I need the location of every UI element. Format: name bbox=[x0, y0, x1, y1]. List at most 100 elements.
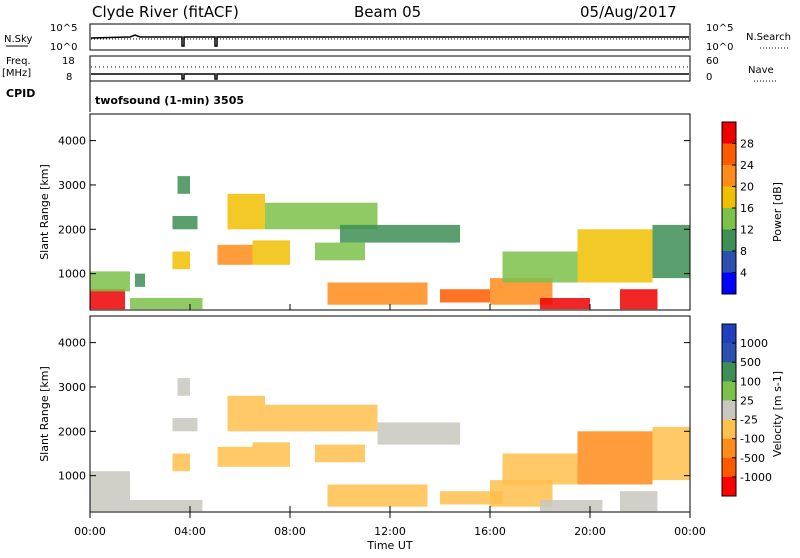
power-ytick-label-3: 4000 bbox=[58, 135, 86, 148]
power-colorbar-swatch-6 bbox=[722, 251, 736, 273]
velocity-colorbar-swatch-8 bbox=[722, 476, 736, 497]
station-title: Clyde River (fitACF) bbox=[92, 3, 239, 21]
time-axis: 00:00 04:00 08:00 12:00 16:00 20:00 00:00 bbox=[74, 512, 706, 538]
velocity-patch-5 bbox=[217, 446, 253, 467]
power-cbar-tick-label-5: 24 bbox=[740, 159, 754, 172]
velocity-cbar-tick-label-1: 500 bbox=[740, 356, 761, 369]
cpid-text: twofsound (1-min) 3505 bbox=[95, 94, 244, 107]
nsky-trace bbox=[90, 34, 689, 47]
velocity-patch-6 bbox=[227, 395, 265, 432]
power-patch-7 bbox=[217, 244, 253, 265]
power-patch-2 bbox=[130, 298, 203, 310]
power-data-layer bbox=[90, 176, 690, 310]
velocity-colorbar-swatch-6 bbox=[722, 438, 736, 459]
velocity-colorbar-frame bbox=[721, 323, 737, 497]
velocity-patch-0 bbox=[90, 471, 130, 512]
time-tick-label-5: 20:00 bbox=[574, 525, 606, 538]
velocity-colorbar-swatch-3 bbox=[722, 381, 736, 401]
power-patch-3 bbox=[135, 273, 145, 287]
power-colorbar-swatch-2 bbox=[722, 165, 736, 187]
nsearch-label: N.Search bbox=[746, 32, 791, 43]
freq-tick-high: 18 bbox=[62, 56, 75, 67]
velocity-patch-12 bbox=[440, 491, 503, 505]
velocity-patch-9 bbox=[315, 444, 365, 463]
freq-trace bbox=[91, 73, 689, 80]
power-cbar-tick-label-2: 12 bbox=[740, 224, 754, 237]
velocity-ylabel: Slant Range [km] bbox=[38, 366, 51, 462]
time-tick-label-1: 04:00 bbox=[174, 525, 206, 538]
velocity-colorbar-swatch-7 bbox=[722, 457, 736, 478]
power-patch-6 bbox=[177, 176, 190, 194]
freq-panel bbox=[89, 55, 691, 82]
power-ytick-label-1: 2000 bbox=[58, 223, 86, 236]
power-patch-17 bbox=[540, 298, 590, 310]
power-patch-11 bbox=[315, 242, 365, 261]
velocity-ytick-label-0: 1000 bbox=[58, 470, 86, 483]
velocity-cbar-tick-label-5: -100 bbox=[740, 433, 765, 446]
power-patch-5 bbox=[172, 216, 198, 230]
power-colorbar-swatch-4 bbox=[722, 208, 736, 230]
power-cbar-tick-label-6: 28 bbox=[740, 138, 754, 151]
velocity-colorbar-swatch-1 bbox=[722, 343, 736, 363]
nsearch-tick-high: 10^5 bbox=[706, 23, 733, 34]
velocity-patch-15 bbox=[540, 500, 603, 512]
power-patch-13 bbox=[327, 282, 428, 305]
velocity-colorbar-swatch-5 bbox=[722, 419, 736, 440]
cpid-label: CPID bbox=[6, 87, 35, 100]
freq-label-2: [MHz] bbox=[2, 68, 31, 79]
velocity-patch-18 bbox=[652, 426, 690, 481]
power-patch-0 bbox=[90, 289, 125, 310]
power-colorbar-swatch-1 bbox=[722, 143, 736, 166]
power-cbar-tick-label-4: 20 bbox=[740, 181, 754, 194]
nsky-tick-high: 10^5 bbox=[50, 23, 77, 34]
power-patch-8 bbox=[227, 193, 265, 230]
nave-label: Nave bbox=[748, 65, 774, 76]
power-ytick-label-0: 1000 bbox=[58, 268, 86, 281]
power-patch-10 bbox=[265, 202, 378, 230]
power-cbar-tick-label-1: 8 bbox=[740, 245, 747, 258]
power-axis: 1000 2000 3000 4000 bbox=[58, 135, 691, 310]
velocity-ytick-label-3: 4000 bbox=[58, 337, 86, 350]
velocity-cbar-tick-label-0: 1000 bbox=[740, 337, 768, 350]
velocity-colorbar-swatch-0 bbox=[722, 324, 736, 344]
velocity-cbar-tick-label-2: 100 bbox=[740, 375, 761, 388]
power-colorbar-swatch-3 bbox=[722, 186, 736, 209]
power-colorbar-swatch-7 bbox=[722, 272, 736, 295]
velocity-cbar-tick-label-4: -25 bbox=[740, 414, 758, 427]
freq-label-1: Freq. bbox=[6, 56, 31, 67]
freq-tick-low: 8 bbox=[66, 72, 72, 83]
velocity-patch-10 bbox=[377, 422, 460, 445]
velocity-ytick-label-1: 2000 bbox=[58, 425, 86, 438]
velocity-patch-2 bbox=[172, 453, 190, 472]
velocity-cbar-tick-label-3: 25 bbox=[740, 394, 754, 407]
time-tick-label-2: 08:00 bbox=[274, 525, 306, 538]
velocity-patch-7 bbox=[252, 442, 290, 467]
power-colorbar-label: Power [dB] bbox=[771, 182, 784, 242]
xlabel: Time UT bbox=[366, 539, 412, 552]
power-patch-1 bbox=[90, 271, 130, 292]
velocity-data-layer bbox=[90, 378, 690, 512]
power-patch-12 bbox=[340, 224, 460, 243]
velocity-patch-17 bbox=[620, 491, 658, 512]
power-patch-9 bbox=[252, 240, 290, 265]
velocity-patch-1 bbox=[130, 500, 203, 512]
nsky-panel bbox=[89, 23, 691, 51]
velocity-colorbar-swatch-2 bbox=[722, 362, 736, 382]
velocity-patch-8 bbox=[265, 404, 378, 432]
power-cbar-tick-label-3: 16 bbox=[740, 202, 754, 215]
nave-tick-high: 60 bbox=[706, 56, 719, 67]
time-tick-label-6: 00:00 bbox=[674, 525, 706, 538]
power-colorbar-swatch-0 bbox=[722, 122, 736, 144]
time-tick-label-0: 00:00 bbox=[74, 525, 106, 538]
velocity-colorbar: 1000 500 100 25 -25 -100 -500 -1000 bbox=[721, 323, 772, 497]
velocity-axis: 1000 2000 3000 4000 bbox=[58, 337, 691, 512]
power-patch-18 bbox=[577, 229, 653, 283]
power-ylabel: Slant Range [km] bbox=[38, 164, 51, 260]
power-patch-4 bbox=[172, 251, 190, 270]
velocity-patch-14 bbox=[502, 453, 578, 485]
date-title: 05/Aug/2017 bbox=[580, 3, 677, 21]
nave-tick-low: 0 bbox=[706, 72, 712, 83]
velocity-colorbar-label: Velocity [m s-1] bbox=[771, 371, 784, 457]
time-tick-label-4: 16:00 bbox=[474, 525, 506, 538]
